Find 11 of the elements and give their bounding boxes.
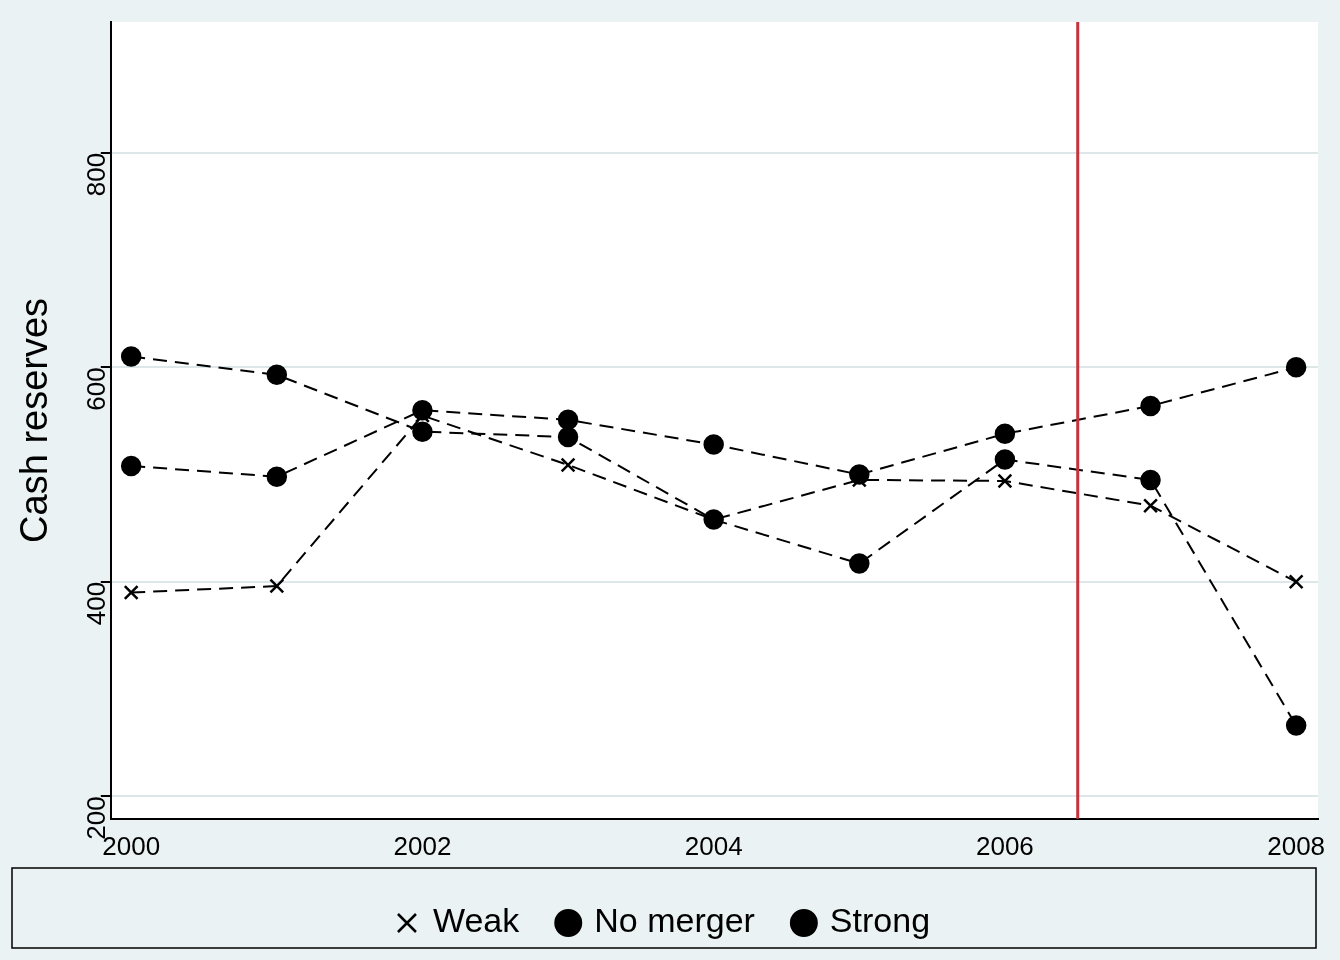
x-tick-label: 2002 <box>393 830 452 861</box>
y-tick-label: 400 <box>80 581 111 626</box>
legend-label: Weak <box>432 901 521 940</box>
legend-label: Strong <box>829 901 931 940</box>
y-axis-title: Cash reserves <box>13 297 56 543</box>
legend-label: No merger <box>594 901 755 940</box>
x-tick-label: 2008 <box>1267 830 1326 861</box>
x-tick-label: 2004 <box>684 830 743 861</box>
x-tick-label: 2006 <box>975 830 1034 861</box>
y-tick-label: 800 <box>80 152 111 197</box>
y-tick-label: 600 <box>80 367 111 411</box>
